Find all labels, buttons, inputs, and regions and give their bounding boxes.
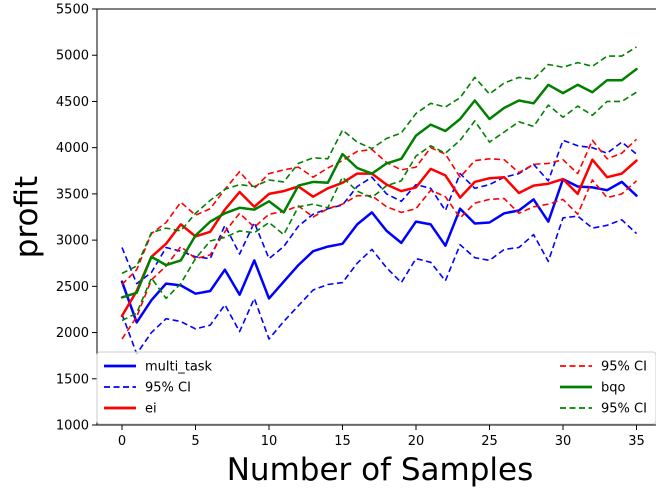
series-line-3 <box>120 158 638 318</box>
series-line-6 <box>120 67 638 299</box>
series-line-7 <box>121 46 637 275</box>
legend-label: 95% CI <box>601 402 647 417</box>
legend-box <box>96 351 656 425</box>
y-tick-label: 3500 <box>56 187 89 202</box>
legend-label: 95% CI <box>601 360 647 375</box>
y-tick-label: 3000 <box>56 234 89 249</box>
legend-label: ei <box>145 402 157 417</box>
series-line-5 <box>121 179 638 340</box>
x-tick-label: 20 <box>408 434 425 449</box>
y-tick-label: 1500 <box>56 372 89 387</box>
x-tick-label: 10 <box>261 434 278 449</box>
x-tick-label: 5 <box>191 434 199 449</box>
legend-label: bqo <box>601 381 626 396</box>
x-tick-label: 15 <box>334 434 351 449</box>
x-tick-label: 35 <box>628 434 645 449</box>
series-line-1 <box>121 139 638 285</box>
series-layer <box>120 46 638 355</box>
y-tick-label: 1000 <box>56 419 89 434</box>
y-tick-label: 2000 <box>56 326 89 341</box>
y-tick-label: 4500 <box>56 95 89 110</box>
y-axis-label: profit <box>9 176 45 258</box>
x-tick-label: 0 <box>118 434 126 449</box>
legend: multi_task 95% CI ei 95% CI bqo 95% CI <box>96 351 656 425</box>
legend-label: multi_task <box>145 360 213 375</box>
y-tick-label: 2500 <box>56 280 89 295</box>
y-tick-label: 5500 <box>56 3 89 18</box>
series-line-4 <box>121 138 638 286</box>
legend-label: 95% CI <box>145 381 191 396</box>
series-line-2 <box>121 215 638 355</box>
x-axis-ticks: 0 5 10 15 20 25 30 35 <box>118 425 645 449</box>
y-tick-label: 4000 <box>56 141 89 156</box>
x-tick-label: 30 <box>555 434 572 449</box>
series-line-0 <box>120 177 638 324</box>
y-tick-label: 5000 <box>56 49 89 64</box>
y-axis-ticks: 1000 1500 2000 2500 3000 3500 4000 4500 5000 5500 <box>56 3 97 434</box>
x-tick-label: 25 <box>481 434 498 449</box>
x-axis-label: Number of Samples <box>227 452 534 488</box>
